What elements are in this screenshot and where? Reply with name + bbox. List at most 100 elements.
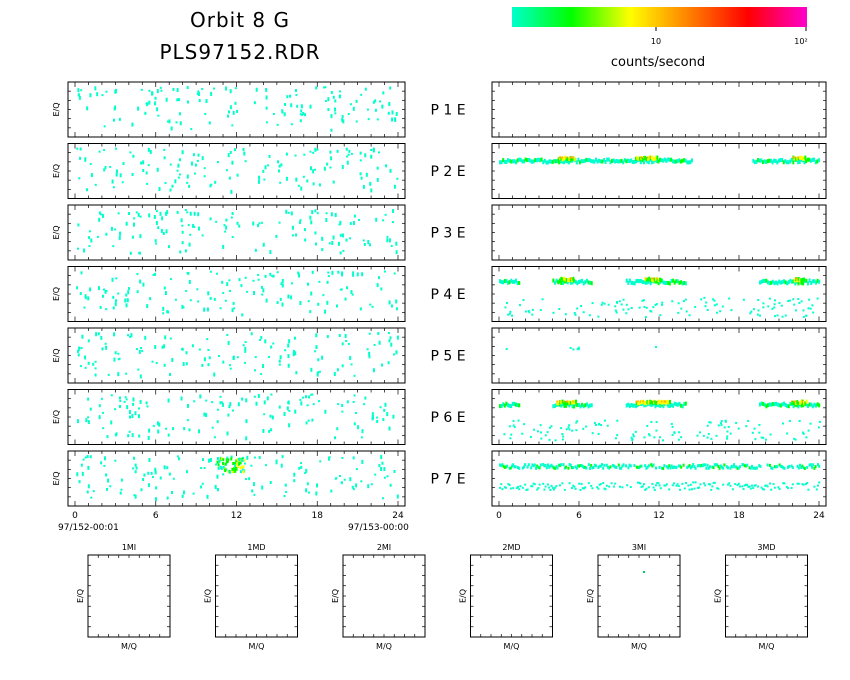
count-pixel bbox=[613, 464, 615, 468]
count-pixel bbox=[791, 400, 793, 403]
count-pixel bbox=[676, 159, 679, 164]
count-pixel bbox=[540, 431, 543, 434]
count-pixel bbox=[169, 188, 172, 192]
count-pixel bbox=[557, 463, 560, 467]
count-pixel bbox=[328, 242, 331, 245]
count-pixel bbox=[380, 467, 383, 472]
count-pixel bbox=[513, 159, 516, 164]
count-pixel bbox=[161, 216, 164, 221]
count-pixel bbox=[511, 464, 513, 468]
count-pixel bbox=[77, 353, 80, 357]
count-pixel bbox=[555, 159, 557, 164]
count-pixel bbox=[675, 279, 678, 284]
count-pixel bbox=[703, 296, 706, 299]
count-pixel bbox=[797, 401, 800, 406]
count-pixel bbox=[213, 372, 216, 377]
count-pixel bbox=[660, 158, 663, 163]
count-pixel bbox=[299, 219, 302, 222]
count-pixel bbox=[113, 357, 116, 362]
count-pixel bbox=[396, 335, 399, 340]
count-pixel bbox=[727, 425, 730, 428]
count-pixel bbox=[78, 346, 81, 349]
count-pixel bbox=[374, 108, 377, 112]
count-pixel bbox=[390, 342, 393, 347]
count-pixel bbox=[113, 332, 116, 337]
count-pixel bbox=[802, 309, 805, 312]
colorbar bbox=[512, 7, 807, 27]
count-pixel bbox=[231, 236, 234, 239]
count-pixel bbox=[774, 158, 777, 163]
count-pixel bbox=[114, 228, 117, 231]
count-pixel bbox=[667, 466, 669, 470]
count-pixel bbox=[136, 273, 139, 276]
count-pixel bbox=[341, 404, 344, 408]
count-pixel bbox=[82, 458, 85, 461]
count-pixel bbox=[575, 429, 578, 432]
count-pixel bbox=[245, 477, 248, 480]
count-pixel bbox=[163, 344, 166, 349]
count-pixel bbox=[585, 402, 588, 407]
count-pixel bbox=[589, 466, 591, 470]
count-pixel bbox=[309, 215, 312, 220]
panel-left-2 bbox=[67, 143, 406, 199]
count-pixel bbox=[749, 312, 752, 315]
count-pixel bbox=[578, 482, 581, 485]
count-pixel bbox=[155, 497, 158, 502]
count-pixel bbox=[125, 293, 128, 297]
count-pixel bbox=[588, 158, 591, 163]
mq-panel-title: 3MD bbox=[757, 543, 775, 552]
count-pixel bbox=[132, 222, 135, 227]
count-pixel bbox=[603, 419, 606, 422]
count-pixel bbox=[571, 280, 574, 285]
count-pixel bbox=[625, 464, 627, 468]
count-pixel bbox=[382, 219, 385, 222]
count-pixel bbox=[165, 211, 168, 216]
count-pixel bbox=[638, 481, 641, 484]
count-pixel bbox=[309, 150, 312, 153]
count-pixel bbox=[614, 305, 617, 308]
count-pixel bbox=[799, 155, 801, 160]
count-pixel bbox=[261, 285, 264, 289]
count-pixel bbox=[784, 280, 787, 285]
count-pixel bbox=[649, 156, 652, 159]
count-pixel bbox=[567, 466, 570, 470]
count-pixel bbox=[710, 488, 713, 491]
count-pixel bbox=[648, 276, 651, 281]
count-pixel bbox=[222, 465, 225, 469]
count-pixel bbox=[530, 485, 533, 488]
count-pixel bbox=[583, 158, 586, 163]
count-pixel bbox=[124, 396, 127, 399]
count-pixel bbox=[791, 400, 793, 405]
count-pixel bbox=[501, 463, 504, 467]
count-pixel bbox=[537, 465, 540, 469]
count-pixel bbox=[806, 465, 809, 469]
count-pixel bbox=[651, 464, 654, 468]
count-pixel bbox=[257, 273, 260, 276]
count-pixel bbox=[618, 300, 621, 303]
count-pixel bbox=[811, 279, 814, 284]
count-pixel bbox=[228, 289, 231, 292]
count-pixel bbox=[359, 151, 362, 155]
count-pixel bbox=[793, 278, 796, 283]
count-pixel bbox=[591, 159, 594, 164]
count-pixel bbox=[649, 278, 652, 283]
count-pixel bbox=[765, 484, 768, 487]
panel-right-2 bbox=[491, 143, 827, 199]
count-pixel bbox=[616, 434, 619, 437]
count-pixel bbox=[545, 466, 548, 470]
count-pixel bbox=[768, 281, 771, 286]
count-pixel bbox=[310, 367, 313, 372]
count-pixel bbox=[797, 466, 800, 470]
count-pixel bbox=[127, 212, 130, 216]
count-pixel bbox=[603, 158, 605, 163]
count-pixel bbox=[538, 466, 541, 470]
count-pixel bbox=[245, 398, 248, 403]
count-pixel bbox=[711, 465, 714, 469]
count-pixel bbox=[800, 465, 803, 469]
count-pixel bbox=[657, 159, 660, 164]
count-pixel bbox=[565, 465, 567, 469]
count-pixel bbox=[281, 455, 284, 459]
count-pixel bbox=[651, 277, 653, 280]
count-pixel bbox=[300, 109, 303, 113]
